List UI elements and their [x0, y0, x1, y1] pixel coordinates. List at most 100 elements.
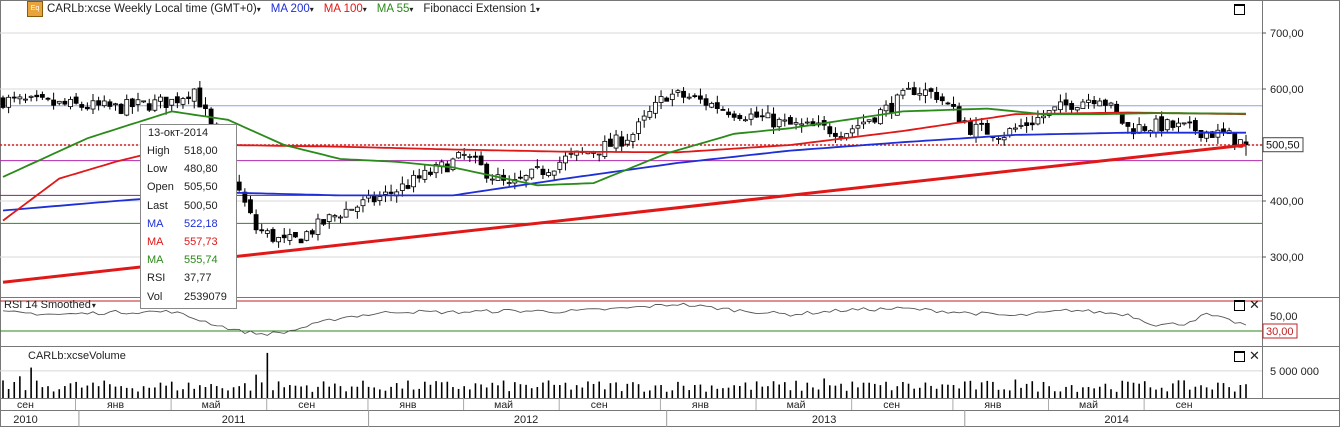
- candle-body: [894, 94, 900, 116]
- candle-body: [332, 215, 338, 218]
- candle-body: [1069, 103, 1075, 110]
- candle-body: [461, 153, 467, 156]
- year-label: 2012: [514, 414, 538, 426]
- ma100-dropdown-icon[interactable]: ▾: [362, 4, 367, 14]
- last-price-badge-box: [1262, 137, 1304, 153]
- price-tick-label: 700,00: [1270, 28, 1304, 40]
- ma55-dropdown-icon[interactable]: ▾: [409, 4, 414, 14]
- candle-body: [1086, 99, 1091, 103]
- candle-body: [1198, 130, 1204, 139]
- candle-body: [641, 115, 647, 121]
- tooltip-row: High 518,00: [147, 145, 232, 163]
- month-label: сен: [883, 399, 900, 411]
- month-label: сен: [1176, 399, 1193, 411]
- candle-body: [405, 185, 411, 189]
- tooltip-row-value: 505,50: [184, 181, 218, 194]
- year-label: 2014: [1104, 414, 1128, 426]
- candle-body: [146, 103, 152, 111]
- candle-body: [771, 113, 776, 128]
- candle-body: [1153, 118, 1159, 134]
- rsi-dropdown-icon[interactable]: ▾: [91, 301, 96, 310]
- ma200-dropdown-icon[interactable]: ▾: [309, 4, 314, 14]
- close-volume-icon[interactable]: ✕: [1249, 348, 1260, 363]
- candle-body: [900, 89, 906, 96]
- candle-body: [191, 88, 197, 102]
- candle-body: [1142, 126, 1148, 131]
- rsi-line: [2, 302, 1247, 336]
- candle-body: [428, 171, 433, 175]
- ma100-label[interactable]: MA 100: [323, 3, 363, 15]
- candle-body: [709, 102, 715, 108]
- symbol-label[interactable]: CARLb:xcse Weekly Local time (GMT+0): [47, 3, 257, 15]
- tooltip-row: Low 480,80: [147, 163, 232, 181]
- maximize-rsi-icon[interactable]: [1234, 300, 1245, 311]
- tooltip-row-label: MA: [147, 236, 164, 248]
- maximize-volume-icon[interactable]: [1234, 351, 1245, 362]
- year-label: 2011: [222, 414, 246, 426]
- rsi-title[interactable]: RSI 14 Smoothed▾: [4, 299, 96, 311]
- maximize-main-icon[interactable]: [1234, 4, 1245, 15]
- candle-body: [793, 122, 799, 125]
- candle-body: [1074, 107, 1080, 111]
- candle-body: [518, 176, 523, 179]
- candle-body: [23, 98, 28, 101]
- candle-body: [737, 115, 743, 120]
- candle-body: [557, 161, 563, 170]
- ma200-label[interactable]: MA 200: [270, 3, 310, 15]
- chart-header: Eq CARLb:xcse Weekly Local time (GMT+0) ▾…: [0, 0, 540, 18]
- candle-body: [56, 100, 62, 104]
- candle-body: [866, 119, 872, 122]
- candle-body: [608, 138, 613, 147]
- candle-body: [0, 97, 6, 108]
- fibonacci-dropdown-icon[interactable]: ▾: [535, 4, 540, 14]
- ma55-label[interactable]: MA 55: [376, 3, 410, 15]
- tooltip-date: 13-окт-2014: [148, 127, 209, 139]
- month-label: янв: [984, 399, 1001, 411]
- symbol-dropdown-icon[interactable]: ▾: [256, 4, 261, 14]
- month-label: сен: [298, 399, 315, 411]
- candle-body: [11, 96, 17, 99]
- candle-body: [563, 155, 568, 164]
- candle-body: [1181, 122, 1187, 125]
- candle-body: [281, 234, 287, 239]
- candle-body: [141, 100, 147, 103]
- candle-body: [889, 102, 895, 114]
- month-label: май: [202, 399, 221, 411]
- candle-body: [759, 115, 765, 118]
- tooltip-row-label: High: [147, 145, 170, 157]
- candle-body: [1215, 129, 1221, 138]
- candle-body: [186, 96, 192, 99]
- candle-body: [321, 219, 326, 225]
- candle-body: [703, 98, 709, 106]
- year-label: 2013: [812, 414, 836, 426]
- candle-body: [523, 175, 529, 181]
- close-rsi-icon[interactable]: ✕: [1249, 297, 1260, 312]
- candle-body: [450, 158, 456, 171]
- rsi-level-badge-label: 30,00: [1266, 326, 1294, 338]
- candle-body: [1159, 116, 1165, 132]
- candle-body: [1001, 137, 1007, 141]
- candle-body: [1232, 132, 1238, 146]
- month-label: сен: [17, 399, 34, 411]
- tooltip-row: Last 500,50: [147, 200, 232, 218]
- volume-title[interactable]: CARLb:xcseVolume: [28, 350, 126, 362]
- candle-body: [433, 163, 439, 174]
- candle-body: [996, 138, 1001, 140]
- candle-body: [236, 181, 242, 191]
- candle-body: [833, 132, 838, 137]
- candle-body: [422, 169, 428, 180]
- candle-body: [540, 168, 546, 175]
- candle-body: [1091, 100, 1097, 105]
- fibonacci-label[interactable]: Fibonacci Extension 1: [423, 3, 536, 15]
- candle-body: [951, 103, 956, 107]
- candle-body: [945, 102, 951, 105]
- tooltip-row-value: 518,00: [184, 145, 218, 157]
- candle-body: [1125, 122, 1131, 127]
- eq-icon[interactable]: Eq: [27, 1, 43, 17]
- candle-body: [861, 121, 866, 125]
- tooltip-row: MA 522,18: [147, 218, 232, 236]
- candle-body: [360, 199, 366, 207]
- candle-body: [883, 104, 889, 112]
- candle-body: [1209, 131, 1215, 138]
- candle-body: [765, 112, 771, 119]
